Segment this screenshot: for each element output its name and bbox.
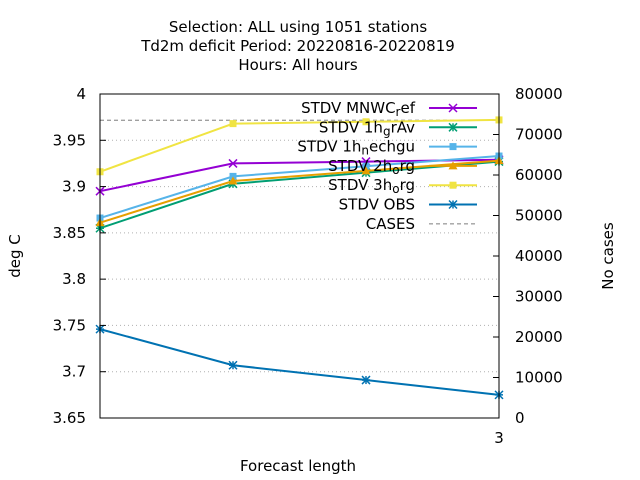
y-tick-label: 3.95 xyxy=(53,131,86,149)
legend-label: STDV 2horg xyxy=(328,157,415,177)
data-point xyxy=(448,161,458,170)
x-tick-label: 3 xyxy=(494,429,504,447)
title-line: Hours: All hours xyxy=(238,56,357,74)
data-point xyxy=(228,158,238,168)
series-line xyxy=(99,118,500,173)
data-point xyxy=(361,166,371,175)
y-tick-label: 3.8 xyxy=(62,270,86,288)
y2-tick-label: 60000 xyxy=(515,166,563,184)
data-point xyxy=(448,103,458,113)
y-tick-label: 3.75 xyxy=(53,316,86,334)
data-point xyxy=(449,181,457,189)
y2-axis-label: No cases xyxy=(599,222,617,290)
title-line: Td2m deficit Period: 20220816-20220819 xyxy=(140,37,455,55)
data-point xyxy=(449,143,457,151)
y2-tick-label: 80000 xyxy=(515,85,563,103)
series-line xyxy=(99,159,500,224)
y-tick-label: 3.85 xyxy=(53,224,86,242)
y2-tick-label: 10000 xyxy=(515,369,563,387)
y2-tick-label: 0 xyxy=(515,409,525,427)
series xyxy=(95,324,504,400)
legend-label: STDV 3horg xyxy=(328,176,415,196)
x-axis-label: Forecast length xyxy=(240,457,356,475)
data-point xyxy=(229,172,237,180)
x-axis-ticks: 3 xyxy=(494,412,504,447)
y2-tick-label: 20000 xyxy=(515,328,563,346)
data-point xyxy=(228,176,238,185)
legend-label: STDV OBS xyxy=(339,196,415,214)
y-tick-label: 3.65 xyxy=(53,409,86,427)
y-tick-label: 4 xyxy=(76,85,86,103)
series-line xyxy=(99,328,500,396)
y-axis-label: deg C xyxy=(6,234,24,278)
data-point xyxy=(362,162,370,170)
y2-tick-label: 30000 xyxy=(515,288,563,306)
y2-tick-label: 50000 xyxy=(515,207,563,225)
legend-label: STDV 1hgrAv xyxy=(319,118,415,138)
y-tick-label: 3.9 xyxy=(62,178,86,196)
y2-tick-label: 70000 xyxy=(515,126,563,144)
legend-label: CASES xyxy=(366,215,415,233)
y2-axis-ticks: 80000 70000 60000 50000 40000 30000 20000 10000… xyxy=(493,85,563,427)
series-group xyxy=(95,116,504,400)
data-point xyxy=(362,118,370,126)
legend-label: STDV MNWCref xyxy=(301,99,416,119)
title-line: Selection: ALL using 1051 stations xyxy=(169,18,428,36)
y2-tick-label: 40000 xyxy=(515,247,563,265)
y-tick-label: 3.7 xyxy=(62,363,86,381)
grid xyxy=(100,139,499,373)
data-point xyxy=(229,120,237,128)
series-line xyxy=(99,160,500,230)
series-line xyxy=(99,155,500,220)
y-axis-ticks: 4 3.95 3.9 3.85 3.8 3.75 3.7 3.65 xyxy=(53,85,106,427)
legend-label: STDV 1hnechgu xyxy=(297,138,415,158)
series xyxy=(95,157,504,233)
